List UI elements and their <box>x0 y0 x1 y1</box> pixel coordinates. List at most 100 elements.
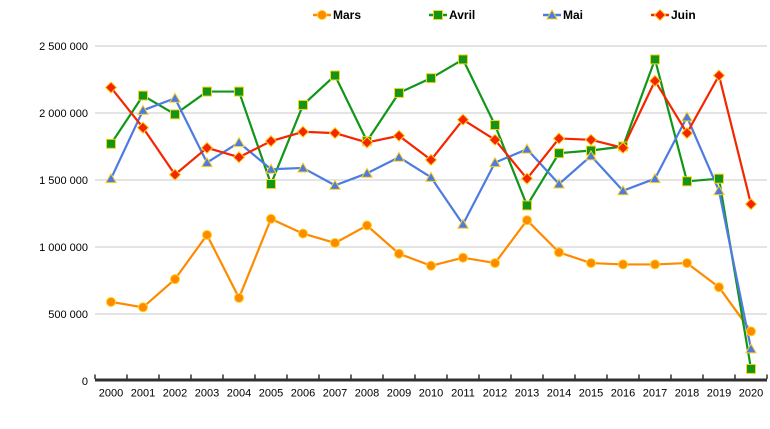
data-point-mai-2012 <box>488 156 502 168</box>
data-point-avril-2020 <box>746 363 756 374</box>
series-line-avril <box>109 58 753 371</box>
y-axis-tick-label: 1 000 000 <box>39 242 88 254</box>
data-point-mai-2015 <box>584 149 598 161</box>
x-axis-tick-label: 2004 <box>227 388 251 400</box>
y-axis-tick-label: 1 500 000 <box>39 175 88 187</box>
data-point-mai-2018 <box>680 111 694 122</box>
data-point-mai-2001 <box>136 104 150 115</box>
x-axis-tick-label: 2020 <box>739 388 763 400</box>
data-point-mai-2020 <box>744 342 758 354</box>
x-axis-tick-label: 2007 <box>323 388 347 400</box>
data-point-mai-2019 <box>712 184 726 196</box>
x-axis-tick-label: 2015 <box>579 388 603 400</box>
data-point-mai-2017 <box>648 172 662 184</box>
data-point-juin-2000 <box>104 81 118 94</box>
data-point-avril-2007 <box>330 70 340 81</box>
data-point-avril-2011 <box>458 54 468 65</box>
data-point-juin-2008 <box>360 136 374 149</box>
y-axis-tick-label: 2 000 000 <box>39 108 88 120</box>
data-point-mai-2000 <box>104 172 118 184</box>
data-point-mai-2013 <box>520 143 534 154</box>
data-point-juin-2007 <box>328 126 342 140</box>
x-axis-tick-label: 2000 <box>99 388 123 400</box>
data-point-mars-2012 <box>490 258 500 269</box>
x-axis-tick-label: 2003 <box>195 388 219 400</box>
x-axis-tick-label: 2019 <box>707 388 731 400</box>
data-point-mai-2010 <box>424 171 438 182</box>
data-point-avril-2010 <box>426 73 436 84</box>
data-point-mars-2015 <box>586 258 596 269</box>
data-point-mars-2006 <box>298 228 308 239</box>
data-point-juin-2009 <box>392 129 406 142</box>
data-point-juin-2014 <box>552 132 566 145</box>
data-point-mai-2014 <box>552 178 566 189</box>
x-axis-tick-label: 2005 <box>259 388 283 400</box>
data-point-avril-2014 <box>554 148 564 159</box>
data-point-mai-2003 <box>200 156 214 168</box>
data-point-mai-2016 <box>616 184 630 196</box>
data-point-juin-2011 <box>456 113 470 126</box>
data-point-mars-2019 <box>714 282 724 293</box>
data-point-avril-2001 <box>138 90 148 101</box>
data-point-juin-2006 <box>296 125 310 138</box>
series-line-mai <box>109 97 753 350</box>
data-point-juin-2004 <box>232 151 246 164</box>
data-point-avril-2018 <box>682 176 692 187</box>
data-point-avril-2002 <box>170 109 180 120</box>
data-point-juin-2001 <box>136 121 150 134</box>
data-point-mars-2009 <box>394 248 404 259</box>
data-point-mars-2011 <box>458 252 468 263</box>
data-point-juin-2018 <box>680 126 694 140</box>
x-axis-tick-label: 2002 <box>163 388 187 400</box>
data-point-mars-2004 <box>234 292 244 303</box>
data-point-mars-2003 <box>202 229 212 240</box>
data-point-mars-2008 <box>362 220 372 231</box>
data-point-juin-2002 <box>168 168 182 181</box>
data-point-avril-2005 <box>266 179 276 190</box>
data-point-mai-2005 <box>264 163 278 174</box>
data-point-juin-2013 <box>520 172 534 185</box>
data-point-juin-2015 <box>584 133 598 147</box>
x-axis-tick-label: 2013 <box>515 388 539 400</box>
y-axis-tick-label: 2 500 000 <box>39 41 88 53</box>
data-point-mars-2013 <box>522 215 532 226</box>
data-point-avril-2017 <box>650 54 660 65</box>
data-point-mars-2002 <box>170 274 180 285</box>
data-point-juin-2016 <box>616 141 630 155</box>
data-point-mai-2008 <box>360 167 374 178</box>
data-point-juin-2017 <box>648 74 662 88</box>
legend-square-icon <box>433 10 443 20</box>
data-point-mars-2007 <box>330 237 340 248</box>
data-point-avril-2019 <box>714 173 724 184</box>
y-axis-tick-label: 500 000 <box>48 309 88 321</box>
data-point-juin-2005 <box>264 134 278 148</box>
data-point-avril-2013 <box>522 200 532 211</box>
data-point-juin-2010 <box>424 153 438 167</box>
legend-circle-icon <box>317 10 327 20</box>
data-point-avril-2003 <box>202 86 212 97</box>
x-axis-tick-label: 2017 <box>643 388 667 400</box>
data-point-mars-2014 <box>554 247 564 258</box>
x-axis-tick-label: 2012 <box>483 388 507 400</box>
data-point-mai-2011 <box>456 218 470 229</box>
x-axis-tick-label: 2001 <box>131 388 155 400</box>
x-axis-tick-label: 2016 <box>611 388 635 400</box>
data-point-mai-2004 <box>232 136 246 147</box>
data-point-juin-2003 <box>200 141 214 155</box>
data-point-mars-2001 <box>138 302 148 313</box>
data-point-juin-2020 <box>744 197 758 211</box>
legend-item-avril: Avril <box>449 8 475 22</box>
x-axis-tick-label: 2014 <box>547 388 571 400</box>
legend-item-juin: Juin <box>671 8 696 22</box>
legend-diamond-icon <box>653 8 667 22</box>
data-point-juin-2019 <box>712 69 726 82</box>
data-point-mars-2005 <box>266 213 276 224</box>
data-point-mai-2007 <box>328 179 342 190</box>
legend-item-mars: Mars <box>333 8 361 22</box>
x-axis-tick-label: 2018 <box>675 388 699 400</box>
data-point-avril-2009 <box>394 87 404 98</box>
data-point-mai-2006 <box>296 161 310 173</box>
data-point-mars-2016 <box>618 259 628 270</box>
data-point-avril-2006 <box>298 99 308 110</box>
